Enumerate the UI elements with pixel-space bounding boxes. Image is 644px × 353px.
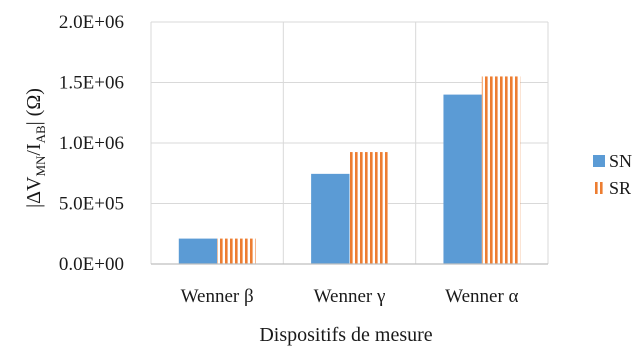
x-tick-label: Wenner β bbox=[181, 286, 254, 307]
bar-sn bbox=[178, 238, 218, 264]
y-tick-label: 1.0E+06 bbox=[59, 133, 124, 154]
y-tick-label: 0.0E+00 bbox=[59, 254, 124, 275]
bar-sn bbox=[311, 173, 350, 264]
y-axis-title-mid: /I bbox=[23, 143, 45, 155]
bar-sr bbox=[217, 238, 256, 264]
bar-sr bbox=[481, 76, 521, 264]
bar-sr bbox=[349, 152, 388, 264]
bars bbox=[178, 76, 521, 264]
legend-swatch-sr bbox=[593, 182, 605, 194]
y-axis-title-sub-ab: AB bbox=[33, 125, 48, 143]
legend-swatch-sn bbox=[593, 155, 605, 167]
x-tick-label: Wenner γ bbox=[314, 286, 386, 307]
y-tick-labels: 0.0E+00 5.0E+05 1.0E+06 1.5E+06 2.0E+06 bbox=[59, 12, 124, 275]
legend-label-sr: SR bbox=[609, 178, 631, 198]
bar-sn bbox=[443, 94, 482, 264]
legend: SN SR bbox=[593, 151, 632, 198]
y-tick-label: 2.0E+06 bbox=[59, 12, 124, 33]
y-tick-label: 5.0E+05 bbox=[59, 194, 124, 215]
y-axis-title-sub-mn: MN bbox=[33, 155, 48, 177]
y-axis-title: |ΔVMN/IAB| (Ω) bbox=[23, 88, 48, 208]
y-axis-title-open: |ΔV bbox=[23, 176, 45, 208]
x-tick-labels: Wenner β Wenner γ Wenner α bbox=[181, 286, 519, 307]
y-axis-title-close: | (Ω) bbox=[23, 88, 45, 125]
y-tick-label: 1.5E+06 bbox=[59, 73, 124, 94]
x-tick-label: Wenner α bbox=[445, 286, 518, 307]
legend-label-sn: SN bbox=[609, 151, 632, 171]
x-axis-title: Dispositifs de mesure bbox=[259, 324, 432, 346]
